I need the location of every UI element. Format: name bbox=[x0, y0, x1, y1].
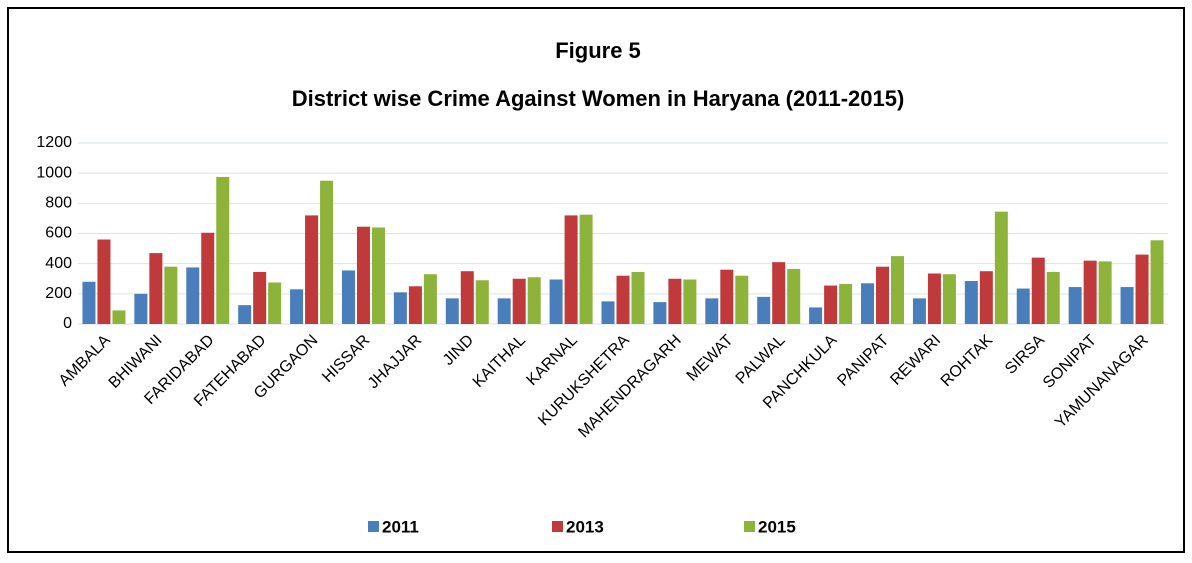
bar bbox=[1031, 257, 1045, 324]
bar bbox=[149, 253, 163, 324]
bar bbox=[1120, 287, 1134, 324]
bar bbox=[653, 302, 667, 324]
y-tick-label: 400 bbox=[45, 255, 72, 272]
bar bbox=[527, 277, 541, 324]
bar bbox=[549, 279, 563, 324]
bar bbox=[876, 266, 890, 324]
bar bbox=[564, 215, 578, 324]
bar bbox=[253, 271, 267, 324]
bar bbox=[445, 298, 459, 324]
y-tick-label: 1000 bbox=[36, 164, 72, 181]
legend-swatch bbox=[744, 521, 755, 532]
bar bbox=[1016, 288, 1030, 324]
legend-label: 2011 bbox=[382, 517, 419, 536]
bar bbox=[1068, 287, 1082, 324]
y-tick-label: 800 bbox=[45, 195, 72, 212]
bar bbox=[1083, 260, 1097, 324]
bar bbox=[616, 275, 630, 324]
bar bbox=[1046, 271, 1060, 324]
bar bbox=[134, 293, 148, 324]
bar bbox=[1098, 261, 1112, 324]
bar bbox=[964, 281, 978, 324]
bar bbox=[460, 271, 474, 324]
bar bbox=[97, 239, 111, 324]
y-tick-label: 200 bbox=[45, 285, 72, 302]
bar bbox=[839, 284, 853, 324]
bar bbox=[705, 298, 719, 324]
bar bbox=[631, 271, 645, 324]
chart-subtitle: District wise Crime Against Women in Har… bbox=[292, 86, 905, 111]
bar bbox=[305, 215, 319, 324]
bar bbox=[238, 305, 252, 324]
legend-label: 2015 bbox=[758, 517, 796, 536]
bar bbox=[341, 270, 355, 324]
bar bbox=[356, 226, 370, 324]
bar bbox=[979, 271, 993, 324]
y-tick-label: 600 bbox=[45, 225, 72, 242]
legend-swatch bbox=[368, 521, 379, 532]
legend-swatch bbox=[552, 521, 563, 532]
y-tick-label: 0 bbox=[63, 315, 72, 332]
bar bbox=[268, 282, 282, 324]
bar bbox=[787, 268, 801, 324]
bar bbox=[201, 232, 215, 324]
bar bbox=[757, 296, 771, 324]
bar bbox=[290, 289, 304, 324]
bar bbox=[912, 298, 926, 324]
bar bbox=[320, 180, 334, 324]
bar bbox=[1135, 254, 1149, 324]
bar bbox=[475, 280, 489, 324]
bar bbox=[809, 307, 823, 324]
bar bbox=[824, 285, 838, 324]
bar bbox=[772, 262, 786, 324]
bar bbox=[735, 275, 749, 324]
bar bbox=[512, 278, 526, 324]
bar bbox=[216, 176, 230, 324]
bar bbox=[164, 266, 178, 324]
y-tick-label: 1200 bbox=[36, 134, 72, 151]
bar bbox=[994, 211, 1008, 324]
bar bbox=[186, 267, 200, 324]
bar bbox=[393, 292, 407, 324]
bar bbox=[861, 283, 875, 324]
bar bbox=[927, 273, 941, 324]
bar bbox=[579, 214, 593, 324]
bar bbox=[423, 274, 437, 324]
legend-label: 2013 bbox=[566, 517, 604, 536]
bar bbox=[720, 269, 734, 324]
bar bbox=[668, 278, 682, 324]
bar bbox=[408, 286, 422, 324]
bar bbox=[601, 301, 615, 324]
bar bbox=[82, 281, 96, 324]
bar bbox=[891, 256, 905, 324]
bar bbox=[497, 298, 511, 324]
bar bbox=[1150, 240, 1164, 324]
bar bbox=[371, 227, 385, 324]
bar bbox=[683, 279, 697, 324]
bar bbox=[942, 274, 956, 324]
chart-title: Figure 5 bbox=[555, 38, 641, 63]
bar bbox=[112, 310, 126, 324]
